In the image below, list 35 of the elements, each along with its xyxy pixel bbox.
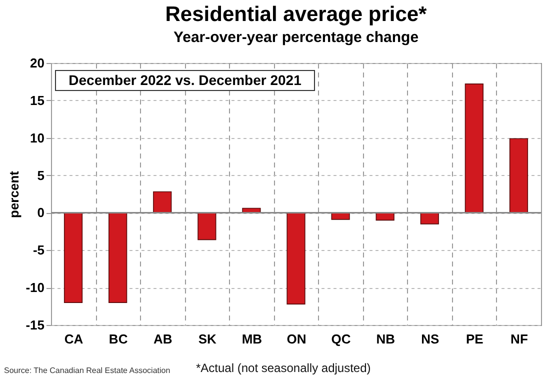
x-tick-label: AB bbox=[153, 332, 172, 346]
annotation: December 2022 vs. December 2021 bbox=[55, 70, 315, 91]
bar bbox=[108, 212, 128, 303]
bar bbox=[286, 212, 306, 304]
x-tick-label: CA bbox=[64, 332, 84, 346]
x-tick-label: NS bbox=[421, 332, 440, 346]
y-tick-label: 10 bbox=[30, 130, 44, 146]
y-tick-label: 20 bbox=[30, 56, 44, 70]
x-tick-label: NB bbox=[376, 332, 395, 346]
chart-subtitle: Year-over-year percentage change bbox=[173, 29, 419, 46]
y-tick-label: 5 bbox=[37, 168, 44, 183]
x-tick-label: NF bbox=[510, 332, 528, 346]
bar bbox=[509, 138, 528, 214]
y-tick-label: -15 bbox=[26, 318, 44, 332]
x-tick-label: BC bbox=[108, 332, 128, 346]
bar bbox=[376, 212, 394, 221]
x-tick-label: ON bbox=[286, 332, 306, 346]
y-tick-label: 0 bbox=[37, 205, 44, 220]
bar bbox=[64, 212, 83, 303]
y-tick-label: -10 bbox=[26, 280, 44, 296]
bar bbox=[331, 212, 350, 220]
bar bbox=[153, 191, 172, 214]
text: *Actual (not seasonally adjusted) bbox=[196, 361, 371, 375]
x-tick-label: SK bbox=[198, 332, 218, 346]
y-tick-label: 15 bbox=[30, 92, 44, 108]
x-tick-label: QC bbox=[331, 332, 352, 346]
y-axis-title: percent bbox=[6, 170, 22, 218]
bar bbox=[420, 212, 439, 224]
bar bbox=[464, 84, 484, 214]
x-tick-label: MB bbox=[242, 332, 262, 346]
source-note: Source: The Canadian Real Estate Association bbox=[4, 366, 170, 375]
bar bbox=[198, 212, 216, 240]
y-tick-label: -5 bbox=[32, 242, 44, 258]
x-tick-label: PE bbox=[466, 332, 484, 346]
chart-title: Residential average price* bbox=[165, 3, 428, 26]
